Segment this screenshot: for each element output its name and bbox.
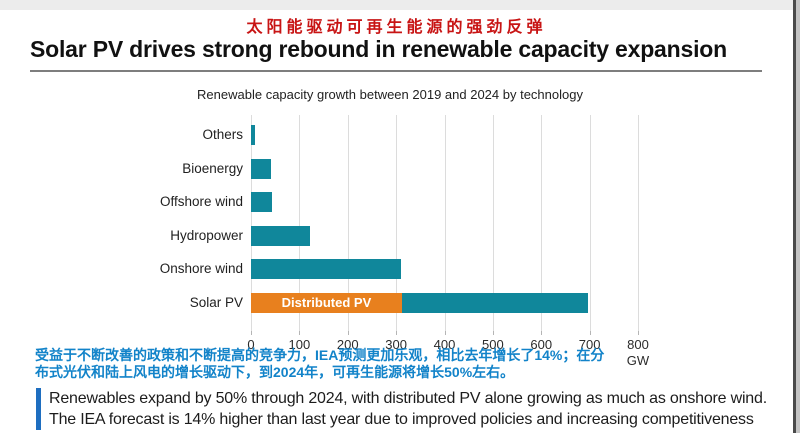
- x-tick-label: 800: [627, 337, 649, 352]
- gridline: [638, 115, 639, 331]
- axis-tick: [347, 331, 349, 335]
- bar-onshore-wind: [251, 259, 401, 279]
- axis-tick: [396, 331, 398, 335]
- category-label-hydropower: Hydropower: [170, 227, 243, 243]
- x-axis-unit-label: GW: [626, 353, 650, 368]
- category-label-onshore-wind: Onshore wind: [159, 261, 243, 276]
- bar-bioenergy: [251, 158, 271, 179]
- bar-solar-pv: Distributed PV: [251, 292, 589, 313]
- window-right-margin: [796, 0, 800, 433]
- bar-hydropower-fill: [251, 225, 311, 246]
- gridline: [444, 115, 446, 331]
- bar-bioenergy-fill: [251, 158, 271, 179]
- axis-tick: [444, 331, 446, 335]
- axis-tick: [492, 331, 494, 335]
- bar-chart: Renewable capacity growth between 2019 a…: [0, 85, 793, 375]
- x-tick-label: 100: [288, 337, 311, 352]
- bar-hydropower: [251, 225, 311, 246]
- gridline: [589, 115, 591, 331]
- chinese-annotation-line1: 受益于不断改善的政策和不断提高的竞争力，IEA预测更加乐观，相比去年增长了14%…: [35, 347, 605, 363]
- takeaway-line2: The IEA forecast is 14% higher than last…: [49, 411, 754, 428]
- title-underline: [30, 70, 762, 72]
- axis-tick: [638, 331, 639, 335]
- gridline: [347, 115, 349, 331]
- gridline: [251, 115, 252, 331]
- x-tick-label: 500: [482, 337, 504, 352]
- category-label-others: Others: [202, 127, 243, 142]
- axis-tick: [251, 331, 252, 335]
- distributed-pv-label: Distributed PV: [281, 295, 372, 310]
- bar-solar-pv-segment-1: [401, 292, 589, 313]
- bar-offshore-wind: [251, 192, 273, 212]
- x-tick-label: 0: [247, 337, 255, 352]
- top-margin-strip: [0, 0, 800, 10]
- x-tick-label: 300: [385, 337, 407, 352]
- category-label-bioenergy: Bioenergy: [182, 160, 243, 176]
- category-label-offshore-wind: Offshore wind: [159, 194, 243, 209]
- gridline: [492, 115, 494, 331]
- axis-tick: [541, 331, 543, 335]
- chinese-annotation-line2: 布式光伏和陆上风电的增长驱动下，到2024年，可再生能源将增长50%左右。: [35, 363, 515, 380]
- bar-others-fill: [251, 125, 255, 145]
- bar-solar-pv-segment-distributed-pv: Distributed PV: [251, 292, 402, 313]
- takeaway-line1: Renewables expand by 50% through 2024, w…: [49, 390, 767, 407]
- gridline: [396, 115, 398, 331]
- category-label-solar-pv: Solar PV: [189, 294, 243, 310]
- chart-plot-area: 0 100 200 300 400 500 600 700 800 Others Bioenergy…: [160, 115, 649, 352]
- axis-tick: [589, 331, 591, 335]
- x-tick-label: 200: [336, 337, 359, 352]
- gridline: [541, 115, 543, 331]
- x-tick-label: 700: [578, 337, 601, 352]
- x-tick-label: 600: [530, 337, 553, 352]
- bar-offshore-wind-fill: [251, 192, 273, 212]
- takeaway-callout: Renewables expand by 50% through 2024, w…: [36, 388, 786, 430]
- bar-others: [251, 125, 255, 145]
- x-tick-label: 400: [433, 337, 456, 352]
- bar-onshore-wind-fill: [251, 259, 401, 279]
- chinese-subtitle: 太阳能驱动可再生能源的强劲反弹: [246, 19, 547, 36]
- window-right-border: [793, 0, 796, 433]
- chinese-annotation: 受益于不断改善的政策和不断提高的竞争力，IEA预测更加乐观，相比去年增长了14%…: [35, 347, 635, 380]
- axis-tick: [299, 331, 301, 335]
- page-title: Solar PV drives strong rebound in renewa…: [30, 36, 727, 62]
- chart-title: Renewable capacity growth between 2019 a…: [197, 87, 583, 102]
- gridline: [299, 115, 301, 331]
